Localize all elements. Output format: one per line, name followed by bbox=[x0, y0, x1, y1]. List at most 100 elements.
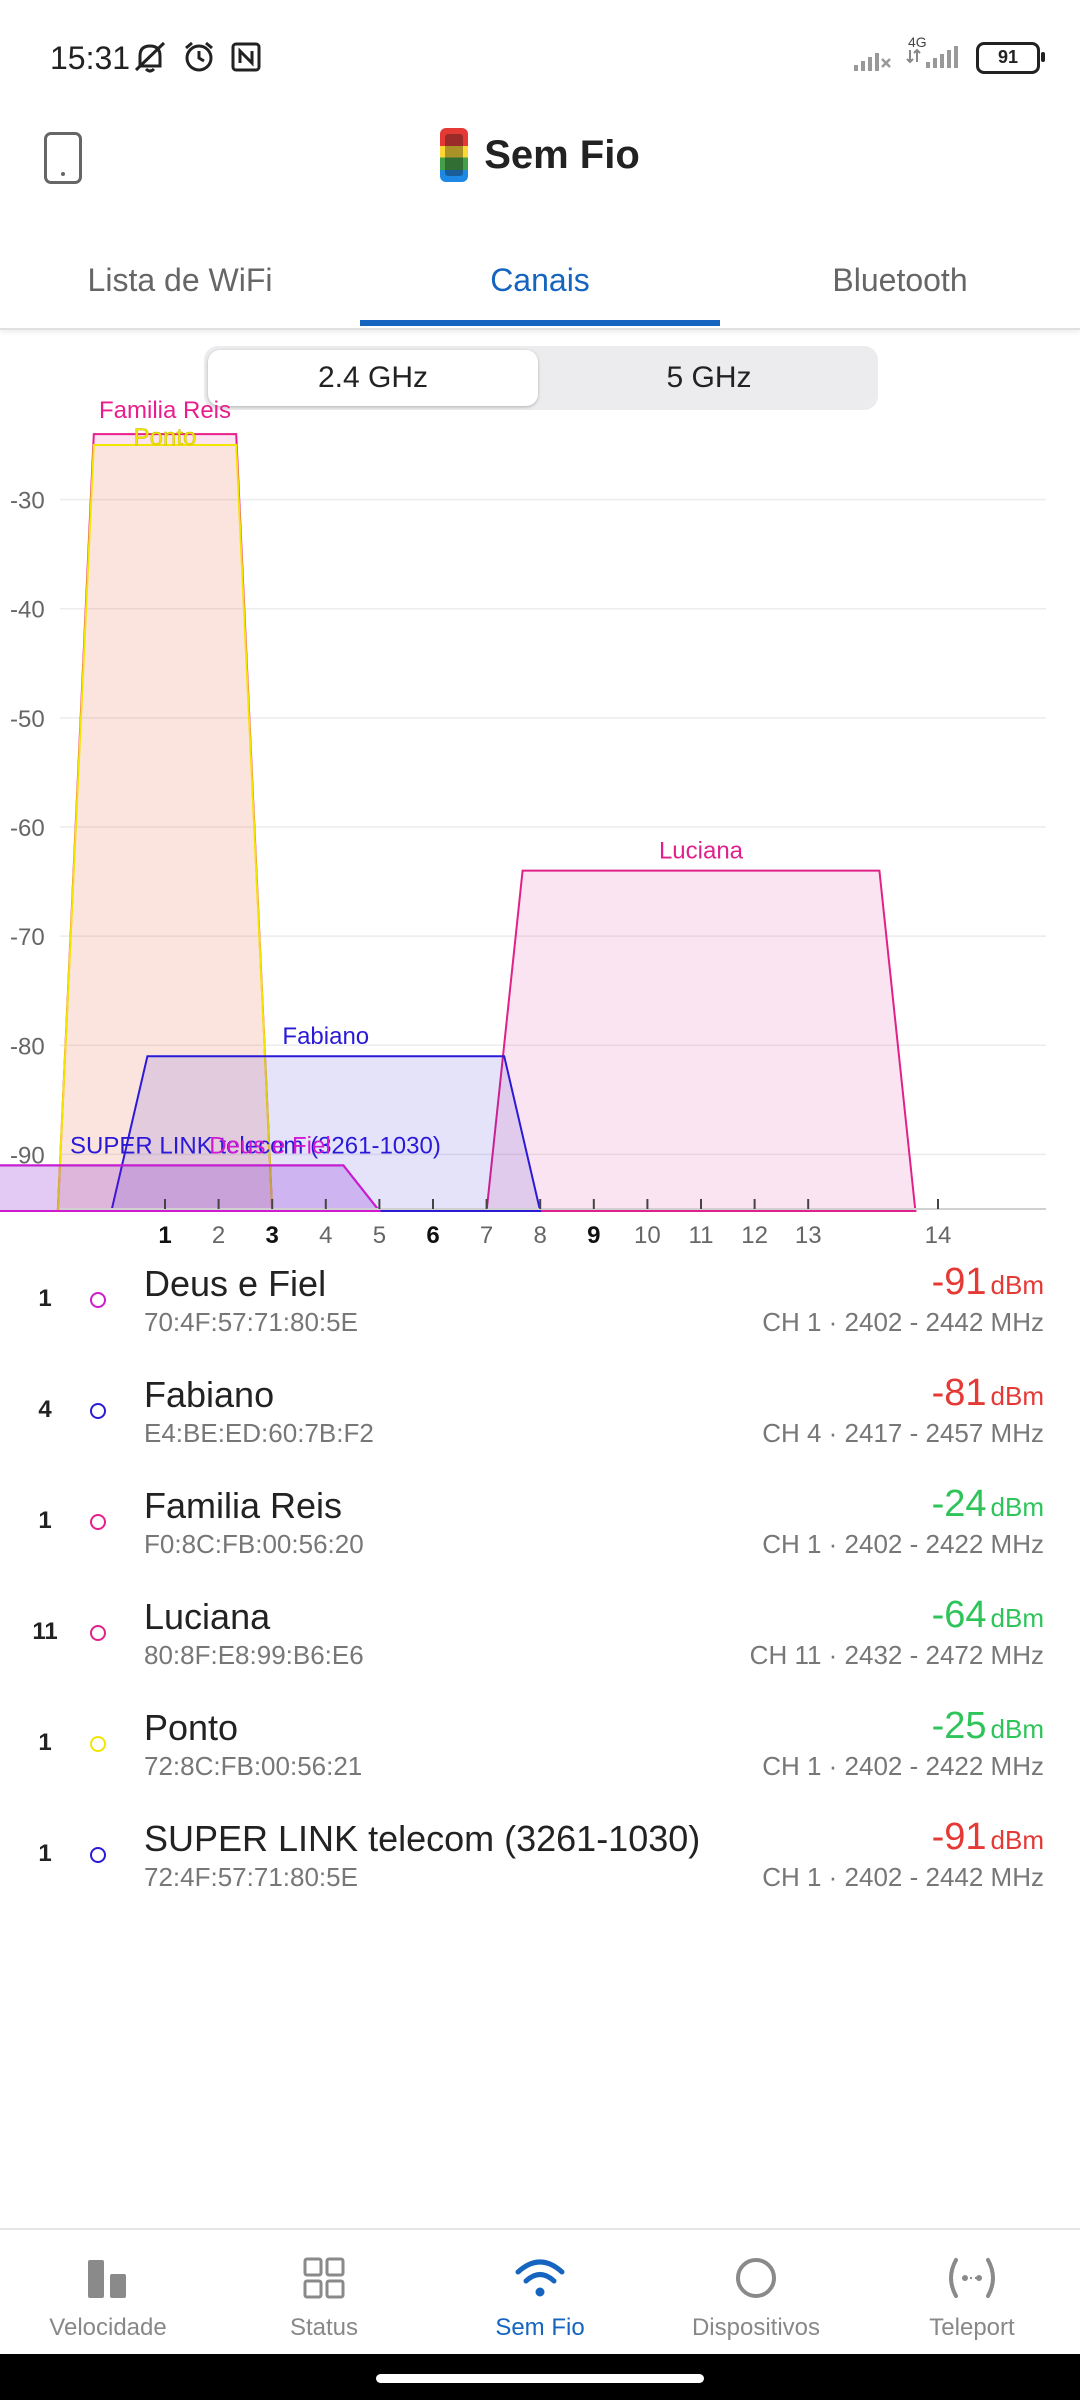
network-name: Deus e Fiel bbox=[144, 1263, 327, 1304]
status-right: 4G 91 bbox=[852, 34, 1045, 75]
network-channel: 1 bbox=[38, 1285, 52, 1312]
network-row[interactable]: 1 Familia Reis F0:8C:FB:00:56:20 -24 dBm … bbox=[0, 1477, 1080, 1588]
tab-wifi-list[interactable]: Lista de WiFi bbox=[87, 261, 273, 298]
series-label: SUPER LINK telecom (3261-1030) bbox=[70, 1132, 441, 1159]
tab-bar: Lista de WiFi Canais Bluetooth bbox=[0, 232, 1080, 330]
network-signal: -91 dBm bbox=[932, 1261, 1044, 1304]
signal-4g: 4G bbox=[906, 34, 962, 75]
network-frequency: CH 1 · 2402 - 2422 MHz bbox=[762, 1529, 1044, 1559]
network-mac: 72:4F:57:71:80:5E bbox=[144, 1862, 358, 1892]
phone-icon[interactable] bbox=[44, 132, 82, 184]
system-nav-bar bbox=[0, 2354, 1080, 2400]
speed-bars-icon bbox=[82, 2252, 134, 2304]
network-row[interactable]: 1 Ponto 72:8C:FB:00:56:21 -25 dBm CH 1 · … bbox=[0, 1699, 1080, 1810]
series-area bbox=[485, 869, 917, 1212]
network-name: Familia Reis bbox=[144, 1485, 343, 1526]
signal-unit: dBm bbox=[990, 1492, 1044, 1522]
network-type: 4G bbox=[908, 34, 927, 50]
network-channel: 4 bbox=[38, 1396, 52, 1423]
nav-label: Status bbox=[289, 2314, 359, 2341]
network-name: Ponto bbox=[144, 1707, 239, 1748]
circle-icon bbox=[730, 2252, 782, 2304]
wifi-icon bbox=[514, 2252, 566, 2304]
network-channel: 1 bbox=[38, 1840, 52, 1867]
network-channel: 1 bbox=[38, 1729, 52, 1756]
network-frequency: CH 1 · 2402 - 2422 MHz bbox=[762, 1751, 1044, 1781]
signal-value: -91 bbox=[931, 1261, 987, 1303]
network-color-dot bbox=[90, 1514, 106, 1530]
channel-chart: -30-40-50-60-70-80-90 Familia ReisPontoL… bbox=[0, 400, 1046, 1249]
network-mac: 72:8C:FB:00:56:21 bbox=[144, 1751, 363, 1781]
band-2-4ghz-button[interactable]: 2.4 GHz bbox=[208, 350, 538, 406]
signal-unit: dBm bbox=[990, 1825, 1044, 1855]
signal-x-icon bbox=[854, 52, 891, 71]
network-row[interactable]: 1 Deus e Fiel 70:4F:57:71:80:5E -91 dBm C… bbox=[0, 1255, 1080, 1366]
nfc-icon bbox=[231, 42, 261, 72]
network-mac: 80:8F:E8:99:B6:E6 bbox=[144, 1640, 364, 1670]
x-tick-label: 10 bbox=[634, 1222, 661, 1249]
y-tick-label: -30 bbox=[10, 488, 45, 515]
nav-label: Sem Fio bbox=[495, 2314, 585, 2341]
network-channel: 11 bbox=[32, 1618, 58, 1645]
tab-channels[interactable]: Canais bbox=[490, 261, 590, 298]
grid-icon bbox=[298, 2252, 350, 2304]
x-tick-label: 5 bbox=[373, 1222, 386, 1249]
band-5ghz-button[interactable]: 5 GHz bbox=[666, 361, 752, 394]
y-tick-label: -60 bbox=[10, 815, 45, 842]
bell-off-icon bbox=[134, 41, 166, 73]
network-frequency: CH 4 · 2417 - 2457 MHz bbox=[762, 1418, 1044, 1448]
x-tick-label: 2 bbox=[212, 1222, 225, 1249]
network-signal: -24 dBm bbox=[932, 1483, 1044, 1526]
nav-teleport[interactable]: Teleport bbox=[864, 2230, 1080, 2356]
app-logo-icon bbox=[440, 128, 469, 182]
signal-unit: dBm bbox=[990, 1381, 1044, 1411]
app-header: Sem Fio bbox=[0, 120, 1080, 212]
nav-sem-fio[interactable]: Sem Fio bbox=[432, 2230, 648, 2356]
network-color-dot bbox=[90, 1292, 106, 1308]
battery-icon: 91 bbox=[976, 41, 1045, 74]
network-row[interactable]: 1 SUPER LINK telecom (3261-1030) 72:4F:5… bbox=[0, 1810, 1080, 1921]
network-frequency: CH 1 · 2402 - 2442 MHz bbox=[762, 1307, 1044, 1337]
x-tick-label: 7 bbox=[480, 1222, 493, 1249]
chart-grid: -30-40-50-60-70-80-90 bbox=[10, 488, 1046, 1169]
home-indicator[interactable] bbox=[376, 2374, 704, 2383]
x-tick-label: 12 bbox=[741, 1222, 768, 1249]
x-tick-label: 13 bbox=[795, 1222, 822, 1249]
network-channel: 1 bbox=[38, 1507, 52, 1534]
band-toggle: 2.4 GHz 5 GHz bbox=[204, 346, 878, 410]
network-name: Luciana bbox=[144, 1596, 271, 1637]
nav-velocidade[interactable]: Velocidade bbox=[0, 2230, 216, 2356]
network-mac: F0:8C:FB:00:56:20 bbox=[144, 1529, 364, 1559]
y-tick-label: -50 bbox=[10, 706, 45, 733]
network-color-dot bbox=[90, 1736, 106, 1752]
x-tick-label: 1 bbox=[158, 1222, 171, 1249]
network-row[interactable]: 11 Luciana 80:8F:E8:99:B6:E6 -64 dBm CH 1… bbox=[0, 1588, 1080, 1699]
tab-bluetooth[interactable]: Bluetooth bbox=[832, 261, 968, 298]
signal-unit: dBm bbox=[990, 1270, 1044, 1300]
bottom-nav: Velocidade Status Sem Fio Dispositivos T… bbox=[0, 2228, 1080, 2356]
series-label: Luciana bbox=[659, 838, 744, 865]
x-tick-label: 3 bbox=[266, 1222, 279, 1249]
network-frequency: CH 11 · 2432 - 2472 MHz bbox=[749, 1640, 1044, 1670]
nav-label: Dispositivos bbox=[691, 2314, 821, 2341]
network-signal: -25 dBm bbox=[932, 1705, 1044, 1748]
tab-indicator bbox=[360, 320, 720, 326]
x-tick-label: 8 bbox=[534, 1222, 547, 1249]
x-tick-label: 9 bbox=[587, 1222, 600, 1249]
signal-value: -64 bbox=[931, 1594, 987, 1636]
y-tick-label: -70 bbox=[10, 924, 45, 951]
y-tick-label: -40 bbox=[10, 597, 45, 624]
network-row[interactable]: 4 Fabiano E4:BE:ED:60:7B:F2 -81 dBm CH 4 … bbox=[0, 1366, 1080, 1477]
network-signal: -81 dBm bbox=[932, 1372, 1044, 1415]
signal-value: -25 bbox=[931, 1705, 987, 1747]
series-area bbox=[110, 1055, 542, 1212]
nav-dispositivos[interactable]: Dispositivos bbox=[648, 2230, 864, 2356]
signal-value: -91 bbox=[931, 1816, 987, 1858]
x-tick-label: 6 bbox=[426, 1222, 439, 1249]
teleport-icon bbox=[946, 2252, 998, 2304]
page-title: Sem Fio bbox=[484, 132, 640, 177]
nav-status[interactable]: Status bbox=[216, 2230, 432, 2356]
series-label: Fabiano bbox=[282, 1023, 369, 1050]
signal-unit: dBm bbox=[990, 1714, 1044, 1744]
alarm-icon bbox=[185, 41, 213, 72]
